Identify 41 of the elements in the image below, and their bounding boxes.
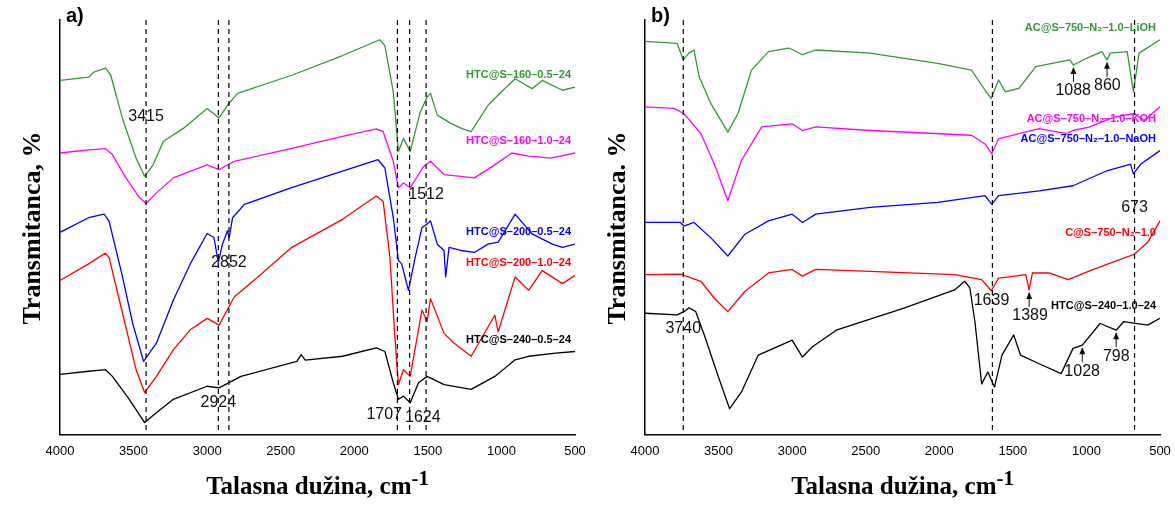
annotation: 1028 (1064, 361, 1101, 379)
annotation: 860 (1093, 76, 1121, 94)
annotation: 1088 (1055, 81, 1092, 99)
annotation: 3740 (665, 318, 702, 336)
x-tick-label: 2500 (851, 442, 881, 458)
series-label: HTC@S–160–0.5–24 (466, 68, 572, 81)
series-label: HTC@S–200–1.0–24 (466, 256, 572, 269)
x-tick-label: 2000 (339, 442, 369, 458)
annotation: 1707 (366, 404, 403, 422)
annotation: 1512 (408, 184, 444, 202)
x-axis-title: Talasna dužina, cm$^{-1}$ (790, 466, 1015, 501)
x-tick-label: 3500 (704, 442, 734, 458)
annotation: 673 (1121, 197, 1148, 215)
x-tick-label: 1500 (413, 442, 443, 458)
chart-title: b) (651, 3, 670, 26)
x-tick-label: 1000 (1071, 442, 1101, 458)
x-tick-label: 1500 (998, 442, 1028, 458)
x-tick-label: 500 (564, 442, 586, 458)
series-label: HTC@S–160–1.0–24 (466, 134, 572, 147)
y-axis-title: Transmitanca, % (17, 131, 47, 325)
x-tick-label: 3500 (119, 442, 149, 458)
annotation: 2924 (200, 393, 237, 411)
annotation: 1389 (1012, 306, 1048, 324)
annotation: 798 (1102, 346, 1130, 364)
x-axis-title: Talasna dužina, cm$^{-1}$ (205, 466, 430, 501)
annotation: 3415 (128, 107, 164, 125)
x-tick-label: 2500 (266, 442, 296, 458)
x-tick-label: 3000 (777, 442, 807, 458)
y-axis-title: Transmitanca. % (602, 131, 632, 325)
series-label: HTC@S–240–1.0–24 (1051, 299, 1157, 312)
x-tick-label: 3000 (192, 442, 222, 458)
annotation: 1639 (973, 291, 1010, 309)
x-tick-label: 4000 (45, 442, 75, 458)
series-label: AC@S–750–N₂–1.0–LiOH (1024, 20, 1157, 33)
x-tick-label: 1000 (486, 442, 516, 458)
chart-title: a) (66, 3, 84, 26)
x-tick-label: 500 (1149, 442, 1171, 458)
series-label: AC@S–750–N₂–1.0–NaOH (1020, 131, 1157, 144)
x-tick-label: 4000 (630, 442, 660, 458)
x-tick-label: 2000 (924, 442, 954, 458)
annotation: 1624 (405, 407, 441, 425)
